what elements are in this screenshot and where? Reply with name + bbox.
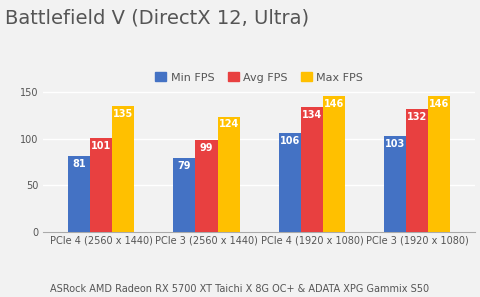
- Bar: [428, 96, 450, 232]
- Text: Battlefield V (DirectX 12, Ultra): Battlefield V (DirectX 12, Ultra): [5, 9, 309, 28]
- Bar: [90, 138, 112, 232]
- Text: 79: 79: [178, 161, 191, 171]
- Bar: [279, 133, 301, 232]
- Text: 135: 135: [113, 109, 133, 119]
- Bar: [173, 158, 195, 232]
- Bar: [384, 136, 406, 232]
- Bar: [68, 157, 90, 232]
- Text: 81: 81: [72, 159, 86, 169]
- Legend: Min FPS, Avg FPS, Max FPS: Min FPS, Avg FPS, Max FPS: [151, 68, 368, 87]
- Bar: [112, 106, 134, 232]
- Text: 99: 99: [200, 143, 213, 153]
- Bar: [301, 107, 323, 232]
- Text: 101: 101: [91, 141, 111, 151]
- Bar: [195, 140, 217, 232]
- Bar: [217, 116, 240, 232]
- Text: 146: 146: [324, 99, 344, 109]
- Bar: [323, 96, 345, 232]
- Text: 132: 132: [407, 112, 427, 122]
- Bar: [406, 109, 428, 232]
- Text: ASRock AMD Radeon RX 5700 XT Taichi X 8G OC+ & ADATA XPG Gammix S50: ASRock AMD Radeon RX 5700 XT Taichi X 8G…: [50, 284, 430, 294]
- Text: 146: 146: [429, 99, 449, 109]
- Text: 124: 124: [218, 119, 239, 129]
- Text: 134: 134: [302, 110, 322, 120]
- Text: 103: 103: [385, 139, 405, 149]
- Text: 106: 106: [280, 136, 300, 146]
